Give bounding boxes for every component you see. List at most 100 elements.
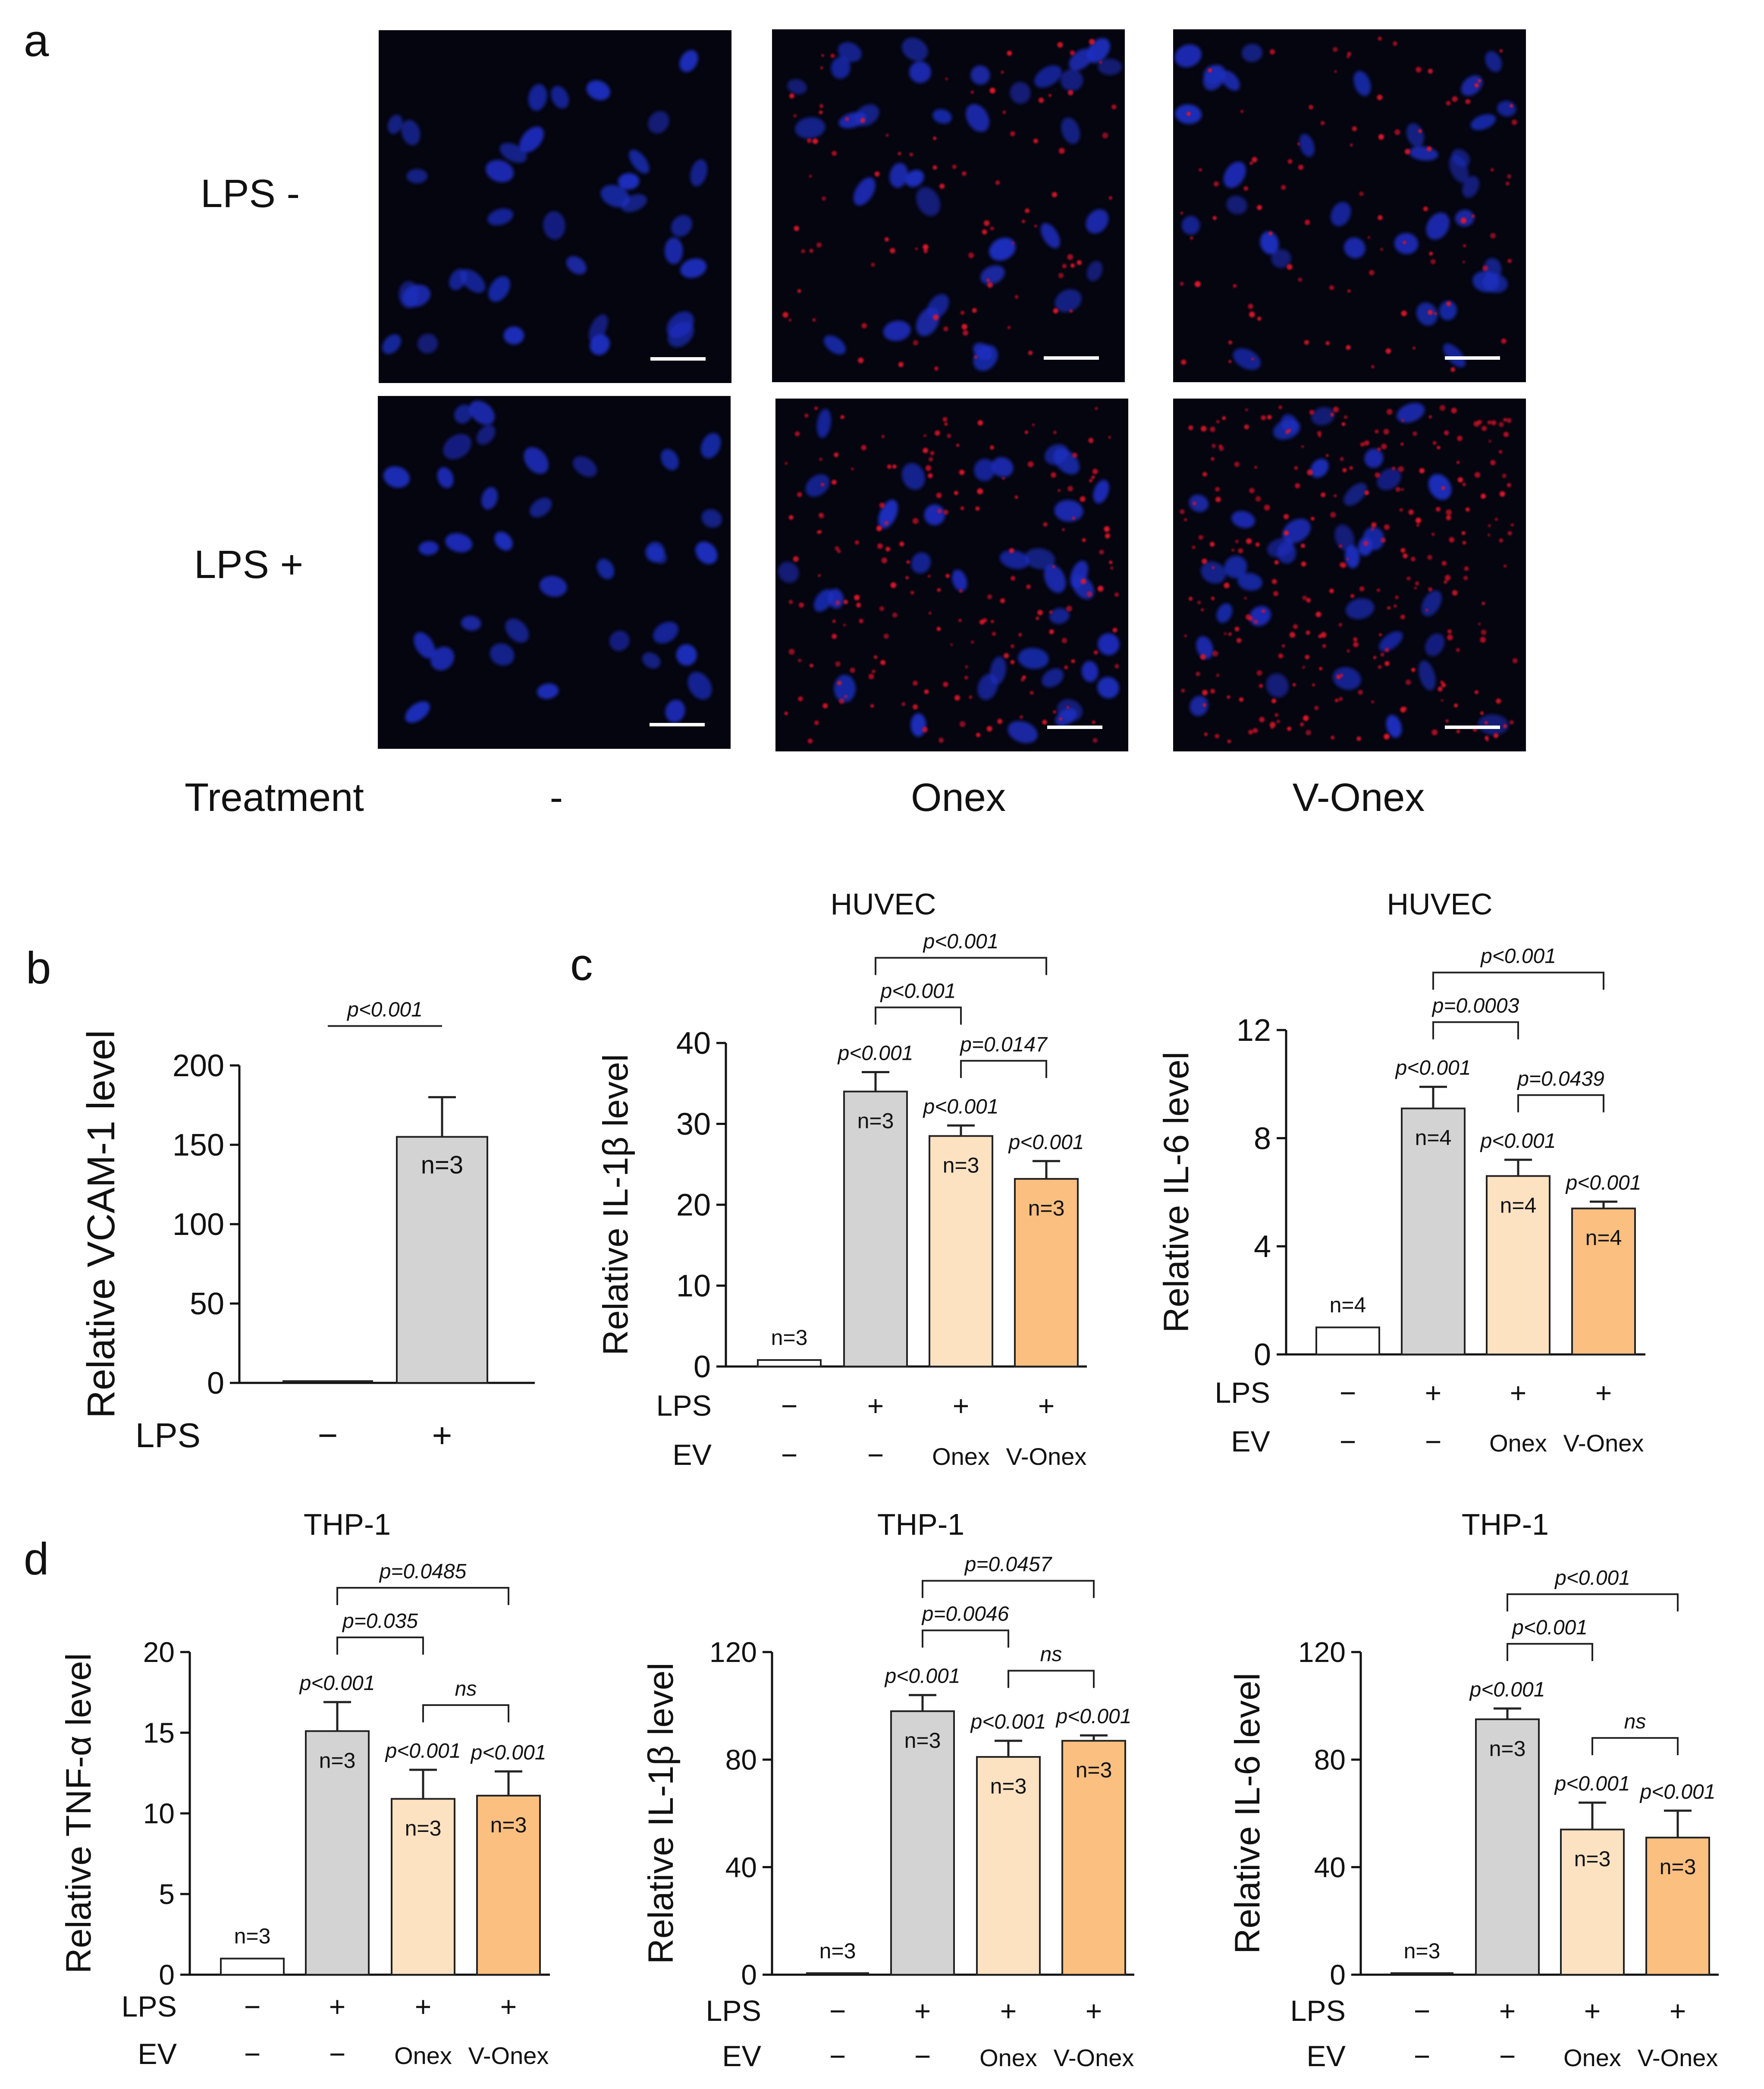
nucleus — [816, 408, 831, 438]
vcam-puncta — [830, 53, 835, 58]
significance-bracket — [1432, 1021, 1519, 1040]
vcam-puncta — [861, 445, 867, 451]
vcam-puncta — [835, 661, 841, 667]
nucleus — [469, 400, 495, 425]
vcam-puncta — [1318, 434, 1321, 437]
vcam-puncta — [1353, 642, 1359, 647]
vcam-puncta — [1451, 408, 1457, 414]
vcam-puncta — [1255, 542, 1260, 547]
bar-p-label: p<0.001 — [1565, 1172, 1642, 1194]
significance-label: ns — [1624, 1710, 1646, 1733]
vcam-puncta — [1335, 698, 1339, 702]
vcam-puncta — [879, 502, 885, 508]
nucleus — [648, 111, 669, 134]
vcam-puncta — [832, 634, 837, 639]
vcam-puncta — [1024, 430, 1028, 434]
vcam-puncta — [794, 226, 799, 231]
nucleus — [1406, 123, 1424, 147]
vcam-puncta — [793, 556, 799, 562]
y-tick-label: 20 — [143, 1636, 175, 1668]
vcam-puncta — [809, 175, 812, 178]
vcam-puncta — [892, 464, 897, 469]
vcam-puncta — [1446, 509, 1452, 515]
vcam-puncta — [1181, 359, 1186, 365]
vcam-puncta — [1216, 420, 1220, 424]
vcam-puncta — [1059, 717, 1062, 721]
vcam-puncta — [1419, 468, 1425, 474]
vcam-puncta — [1367, 236, 1370, 239]
vcam-puncta — [1289, 632, 1296, 638]
vcam-puncta — [922, 726, 928, 733]
nucleus — [1061, 117, 1080, 144]
vcam-puncta — [1102, 132, 1108, 139]
vcam-puncta — [1222, 416, 1226, 420]
bar-n-label: n=3 — [857, 1109, 894, 1133]
vcam-signal-layer — [1180, 36, 1517, 372]
nucleus — [1299, 134, 1315, 157]
vcam-puncta — [1228, 632, 1232, 636]
vcam-puncta — [1444, 575, 1451, 581]
vcam-puncta — [1456, 729, 1460, 734]
vcam-puncta — [938, 738, 944, 743]
vcam-puncta — [1441, 699, 1444, 702]
vcam-puncta — [915, 247, 918, 250]
vcam-puncta — [1381, 443, 1387, 449]
vcam-puncta — [937, 588, 941, 592]
vcam-puncta — [932, 314, 939, 320]
row-value: V-Onex — [468, 2042, 549, 2069]
vcam-puncta — [1304, 340, 1309, 345]
nucleus — [437, 467, 454, 488]
vcam-puncta — [1249, 311, 1255, 317]
vcam-puncta — [1233, 284, 1237, 288]
row-value: + — [914, 1995, 931, 2027]
vcam-puncta — [821, 54, 824, 57]
nucleus — [1054, 500, 1083, 522]
vcam-puncta — [785, 462, 788, 465]
vcam-puncta — [986, 278, 990, 282]
row-value: + — [415, 1991, 432, 2023]
vcam-puncta — [807, 738, 813, 744]
chart-title: THP-1 — [877, 1508, 964, 1541]
vcam-puncta — [1092, 468, 1098, 474]
vcam-puncta — [1478, 79, 1482, 83]
vcam-puncta — [1188, 597, 1193, 601]
vcam-puncta — [1219, 446, 1224, 451]
vcam-puncta — [1322, 644, 1326, 648]
nucleus — [481, 487, 498, 510]
vcam-puncta — [1249, 161, 1253, 165]
vcam-puncta — [1003, 653, 1009, 659]
vcam-puncta — [1058, 489, 1061, 492]
nucleus — [387, 114, 403, 134]
nucleus — [1057, 699, 1083, 722]
micrograph-lps-neg-v-onex — [1173, 29, 1526, 382]
nucleus — [629, 149, 650, 174]
nucleus — [401, 119, 421, 145]
row-value: − — [244, 2038, 261, 2070]
nucleus — [1223, 161, 1246, 188]
vcam-puncta — [1062, 528, 1065, 531]
vcam-puncta — [784, 711, 788, 715]
nucleus — [609, 631, 630, 651]
vcam-puncta — [798, 696, 803, 701]
vcam-puncta — [1070, 50, 1075, 56]
vcam-puncta — [982, 618, 987, 623]
nucleus — [970, 65, 990, 85]
nucleus — [445, 533, 472, 553]
vcam-puncta — [1057, 42, 1063, 48]
vcam-puncta — [1423, 206, 1428, 211]
vcam-puncta — [930, 451, 935, 455]
nucleus — [645, 542, 665, 562]
micrograph-lps-pos-onex — [775, 399, 1128, 751]
vcam-puncta — [1384, 734, 1390, 740]
nucleus — [932, 109, 952, 124]
vcam-puncta — [1359, 586, 1365, 591]
vcam-puncta — [968, 252, 974, 258]
nucleus — [596, 559, 615, 579]
vcam-puncta — [1507, 418, 1512, 423]
vcam-puncta — [935, 430, 940, 436]
vcam-puncta — [1245, 408, 1248, 412]
vcam-puncta — [1490, 460, 1496, 465]
vcam-puncta — [873, 655, 878, 659]
nucleus — [537, 683, 559, 699]
vcam-puncta — [1184, 635, 1187, 638]
